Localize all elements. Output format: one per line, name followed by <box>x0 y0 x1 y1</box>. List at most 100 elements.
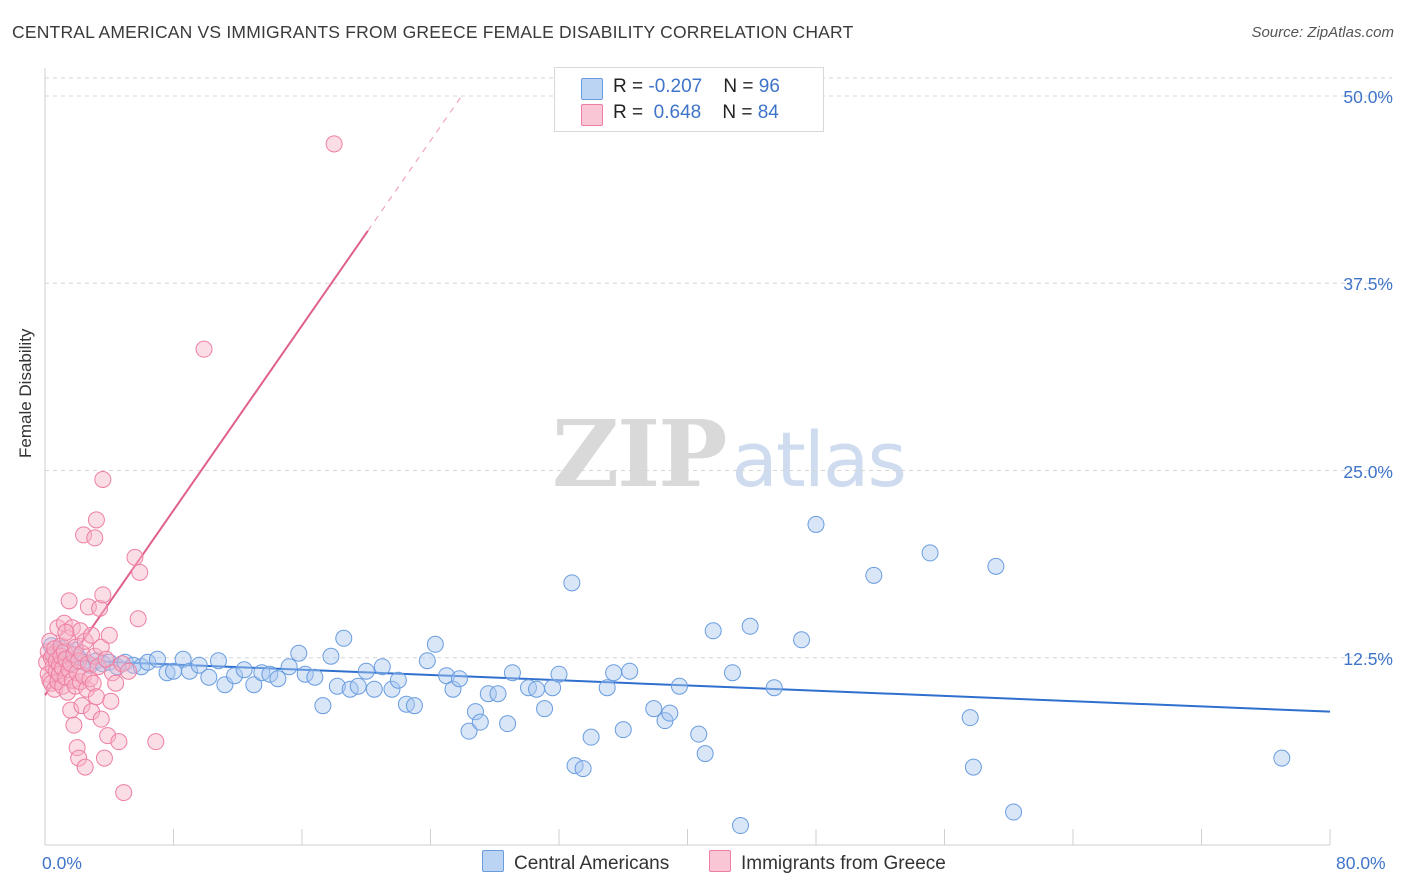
data-point-central-americans <box>536 700 554 718</box>
data-point-central-americans <box>226 667 244 685</box>
data-point-central-americans <box>389 671 407 689</box>
data-point-central-americans <box>290 644 308 662</box>
data-point-central-americans <box>373 658 391 676</box>
data-point-central-americans <box>269 670 287 688</box>
data-point-greece <box>94 586 112 604</box>
data-point-greece <box>81 670 99 688</box>
data-point-central-americans <box>139 653 157 671</box>
r-value: -0.207 <box>648 76 703 97</box>
data-point-central-americans <box>471 713 489 731</box>
data-point-central-americans <box>964 758 982 776</box>
n-value: 84 <box>757 102 779 123</box>
data-point-central-americans <box>466 703 484 721</box>
data-point-central-americans <box>328 677 346 695</box>
data-point-central-americans <box>1005 803 1023 821</box>
legend-item-central-americans: Central Americans <box>482 850 669 875</box>
data-point-central-americans <box>158 664 176 682</box>
correlation-legend: R = -0.207 N = 96 R = 0.648 N = 84 <box>554 67 824 132</box>
data-point-central-americans <box>306 668 324 686</box>
data-point-greece <box>67 638 85 656</box>
data-point-central-americans <box>921 544 939 562</box>
data-point-central-americans <box>190 656 208 674</box>
data-point-central-americans <box>723 664 741 682</box>
blue-swatch <box>482 850 504 872</box>
data-point-greece <box>87 688 105 706</box>
data-point-greece <box>131 563 149 581</box>
data-point-central-americans <box>418 652 436 670</box>
data-point-central-americans <box>460 722 478 740</box>
y-tick-label: 25.0% <box>1343 461 1393 482</box>
data-point-central-americans <box>582 728 600 746</box>
data-point-central-americans <box>335 629 353 647</box>
blue-swatch <box>581 78 603 100</box>
data-point-greece <box>110 733 128 751</box>
data-point-central-americans <box>690 725 708 743</box>
data-point-greece <box>68 739 86 757</box>
data-point-greece <box>76 758 94 776</box>
data-point-greece <box>83 626 101 644</box>
data-point-greece <box>57 650 75 668</box>
data-point-central-americans <box>349 677 367 695</box>
grid-lines <box>45 77 1392 659</box>
data-point-greece <box>120 662 138 680</box>
data-point-greece <box>86 647 104 665</box>
data-point-central-americans <box>661 704 679 722</box>
data-point-central-americans <box>987 557 1005 575</box>
data-point-central-americans <box>322 647 340 665</box>
trend-line-greece <box>44 230 369 696</box>
watermark-atlas: atlas <box>731 415 907 504</box>
data-point-greece <box>325 135 343 153</box>
data-point-greece <box>75 526 93 544</box>
data-point-central-americans <box>200 668 218 686</box>
data-point-greece <box>60 592 78 610</box>
axes <box>44 68 1331 846</box>
data-point-greece <box>107 674 125 692</box>
data-point-greece <box>91 599 109 617</box>
data-point-central-americans <box>444 680 462 698</box>
data-point-central-americans <box>865 566 883 584</box>
data-point-greece <box>71 622 89 640</box>
source-label: Source: ZipAtlas.com <box>1251 24 1394 41</box>
x-tick-label-max: 80.0% <box>1336 853 1386 873</box>
data-point-greece <box>95 749 113 767</box>
data-point-greece <box>94 470 112 488</box>
data-point-central-americans <box>961 709 979 727</box>
data-point-central-americans <box>357 662 375 680</box>
data-point-greece <box>70 749 88 767</box>
data-point-greece <box>147 733 165 751</box>
data-point-central-americans <box>245 676 263 694</box>
data-point-greece <box>129 610 147 628</box>
data-point-central-americans <box>807 515 825 533</box>
n-label: N = <box>722 102 758 123</box>
r-label: R = <box>613 102 649 123</box>
data-point-central-americans <box>426 635 444 653</box>
data-point-central-americans <box>479 685 497 703</box>
data-point-central-americans <box>499 715 517 733</box>
r-label: R = <box>613 76 649 97</box>
data-point-central-americans <box>1273 749 1291 767</box>
data-point-central-americans <box>696 745 714 763</box>
data-point-central-americans <box>450 670 468 688</box>
data-point-greece <box>92 710 110 728</box>
data-point-central-americans <box>209 652 227 670</box>
data-point-central-americans <box>670 677 688 695</box>
y-tick-label: 37.5% <box>1343 274 1393 295</box>
trend-line-greece-extension <box>367 94 464 232</box>
watermark: ZIPatlas <box>552 400 907 508</box>
data-point-central-americans <box>614 721 632 739</box>
data-point-greece <box>102 692 120 710</box>
legend-label: Central Americans <box>514 853 670 874</box>
data-point-central-americans <box>605 664 623 682</box>
data-point-central-americans <box>489 685 507 703</box>
watermark-zip: ZIP <box>552 400 727 508</box>
data-point-greece <box>87 511 105 529</box>
data-point-central-americans <box>261 665 279 683</box>
trend-lines <box>44 94 1331 713</box>
data-point-central-americans <box>574 760 592 778</box>
data-point-greece <box>84 674 102 692</box>
data-point-central-americans <box>503 664 521 682</box>
data-point-central-americans <box>621 662 639 680</box>
data-point-central-americans <box>365 680 383 698</box>
data-point-central-americans <box>645 700 663 718</box>
